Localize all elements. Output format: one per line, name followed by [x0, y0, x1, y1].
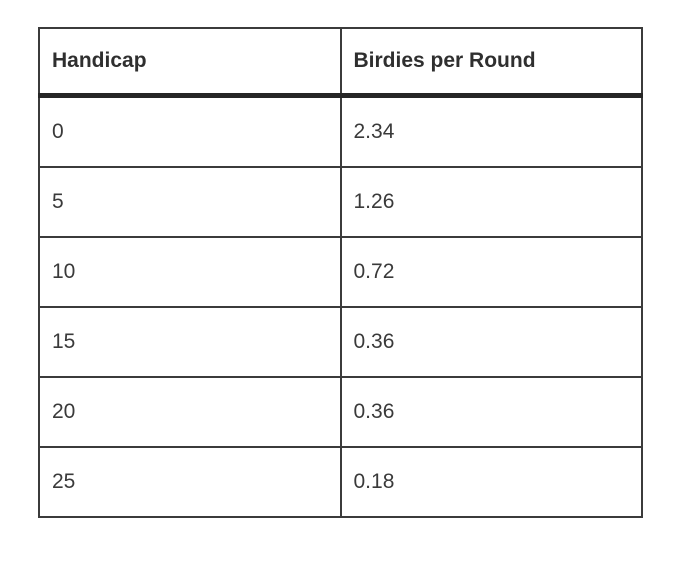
table-row: 5 1.26: [38, 166, 643, 238]
table-row: 25 0.18: [38, 446, 643, 518]
column-header-handicap: Handicap: [38, 27, 342, 98]
cell-handicap: 10: [38, 236, 342, 308]
table-header-row: Handicap Birdies per Round: [38, 27, 643, 98]
handicap-birdies-table: Handicap Birdies per Round 0 2.34 5 1.26…: [38, 27, 643, 518]
cell-birdies: 2.34: [339, 94, 643, 168]
cell-birdies: 0.36: [339, 376, 643, 448]
cell-handicap: 20: [38, 376, 342, 448]
cell-handicap: 15: [38, 306, 342, 378]
cell-birdies: 0.36: [339, 306, 643, 378]
cell-birdies: 0.72: [339, 236, 643, 308]
cell-handicap: 0: [38, 94, 342, 168]
cell-birdies: 1.26: [339, 166, 643, 238]
cell-birdies: 0.18: [339, 446, 643, 518]
table-row: 0 2.34: [38, 94, 643, 168]
table-row: 10 0.72: [38, 236, 643, 308]
table-row: 20 0.36: [38, 376, 643, 448]
cell-handicap: 5: [38, 166, 342, 238]
table-row: 15 0.36: [38, 306, 643, 378]
cell-handicap: 25: [38, 446, 342, 518]
column-header-birdies-per-round: Birdies per Round: [339, 27, 643, 98]
